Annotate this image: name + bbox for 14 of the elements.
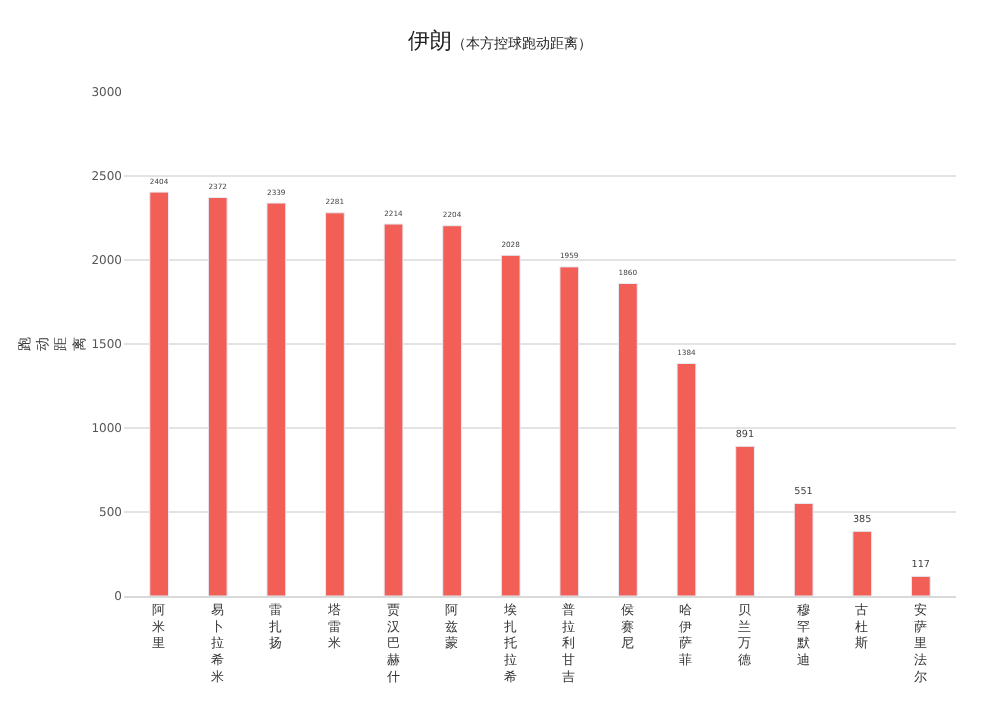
bar xyxy=(618,283,638,596)
bar xyxy=(149,191,170,596)
bar xyxy=(266,202,287,596)
bar xyxy=(910,575,931,596)
bar xyxy=(325,212,345,596)
bar xyxy=(793,502,814,596)
bar xyxy=(207,197,228,596)
bar xyxy=(500,254,521,596)
bar xyxy=(735,445,755,596)
bar xyxy=(559,266,580,596)
bar xyxy=(676,362,697,596)
bar xyxy=(383,223,404,596)
bar xyxy=(852,530,873,596)
bar xyxy=(442,225,462,596)
